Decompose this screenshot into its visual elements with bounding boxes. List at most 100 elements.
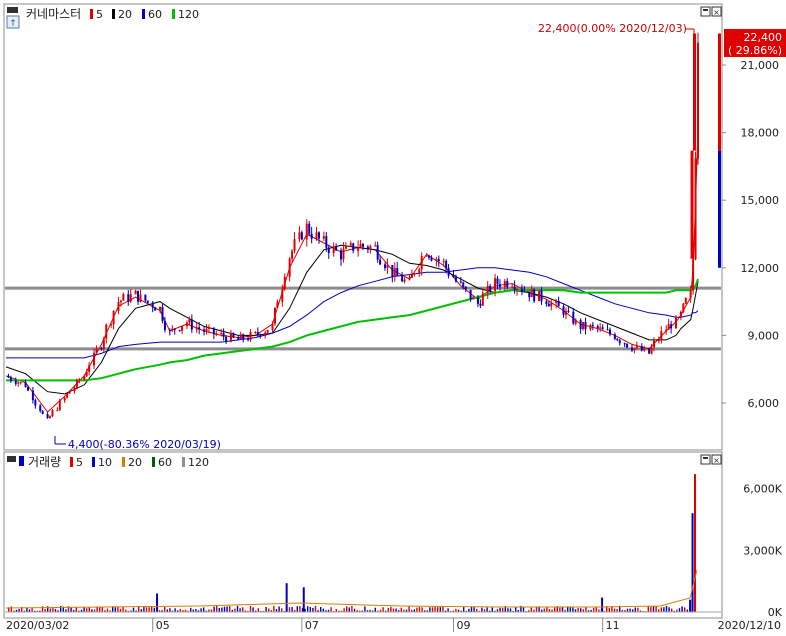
panel-menu-icon[interactable]: [7, 7, 18, 13]
price-tick-label: 21,000: [741, 59, 780, 72]
candle-body: [178, 330, 181, 332]
volume-bar: [372, 610, 374, 612]
candle-body: [591, 324, 594, 327]
volume-bar: [106, 608, 109, 612]
ma-legend-swatch: [112, 9, 115, 19]
candle-body: [7, 375, 10, 378]
volume-bar: [93, 609, 96, 612]
candle-body: [674, 316, 677, 329]
candle-body: [73, 387, 76, 392]
volume-bar: [195, 609, 197, 612]
candle-body: [31, 390, 34, 401]
candle-body: [657, 339, 660, 341]
volume-close-button[interactable]: [711, 454, 722, 465]
volume-bar: [145, 607, 148, 612]
volume-bar: [598, 609, 600, 612]
volume-maximize-button[interactable]: [700, 454, 711, 465]
candle-body: [513, 286, 516, 290]
x-month-label: 07: [305, 619, 319, 632]
volume-spike: [689, 599, 692, 612]
volume-bar: [439, 607, 441, 612]
candle-body: [452, 275, 455, 278]
volume-bar: [184, 609, 187, 612]
candle-body: [281, 289, 284, 302]
candle-body: [357, 247, 360, 251]
vol-ma-legend-label: 120: [188, 456, 209, 469]
volume-bar: [67, 606, 70, 612]
volume-bar: [312, 607, 314, 612]
volume-bar: [247, 610, 249, 612]
candle-body: [447, 268, 450, 276]
volume-bar: [52, 608, 54, 612]
volume-maximize-inner: [703, 457, 708, 459]
volume-legend-swatch: [19, 456, 24, 466]
volume-bar: [140, 609, 142, 612]
candle-body: [273, 307, 276, 324]
volume-bar: [343, 608, 345, 612]
candle-body: [247, 339, 250, 341]
volume-bar: [294, 609, 296, 612]
volume-bar: [83, 607, 85, 612]
candle-body: [616, 338, 619, 341]
volume-bar: [130, 610, 132, 612]
candle-body: [322, 236, 325, 239]
candle-body: [119, 300, 122, 303]
volume-bar: [538, 606, 540, 612]
volume-bar: [226, 606, 228, 612]
ma-legend-label: 60: [148, 8, 162, 21]
volume-bar: [239, 608, 241, 612]
volume-bar: [496, 608, 499, 612]
candle-body: [34, 400, 37, 406]
volume-menu-icon[interactable]: [7, 456, 16, 462]
candle-body: [335, 246, 338, 251]
x-month-label: 09: [456, 619, 470, 632]
candle-body: [39, 405, 42, 411]
volume-bar: [190, 607, 192, 612]
candle-body: [692, 259, 695, 291]
volume-bar: [424, 610, 426, 612]
volume-bar: [530, 607, 532, 612]
volume-bar: [671, 608, 673, 612]
price-maximize-button[interactable]: [700, 6, 711, 17]
candle-body: [168, 330, 171, 332]
vol-ma-legend-swatch: [92, 457, 95, 467]
volume-bar: [590, 609, 592, 612]
panel-settings-icon[interactable]: [6, 15, 20, 29]
candle-body: [489, 285, 492, 292]
volume-bar: [104, 610, 106, 612]
x-start-label: 2020/03/02: [6, 619, 69, 632]
volume-bar: [626, 608, 629, 612]
volume-panel-frame: [3, 451, 723, 619]
volume-bar: [585, 607, 587, 612]
volume-bar: [36, 610, 38, 612]
volume-bar: [314, 605, 317, 612]
volume-bar: [200, 608, 202, 612]
volume-bar: [507, 608, 509, 612]
candle-body: [137, 290, 140, 302]
candle-body: [129, 294, 132, 302]
candle-body: [650, 347, 653, 354]
volume-bar: [655, 605, 657, 612]
volume-bar: [647, 606, 649, 612]
volume-bar: [528, 610, 530, 612]
volume-bar: [509, 608, 512, 612]
volume-bar: [234, 608, 236, 612]
candle-body: [530, 289, 533, 298]
volume-bar: [197, 610, 200, 612]
candle-body: [562, 306, 565, 315]
price-tick-label: 9,000: [748, 329, 780, 342]
candle-body: [481, 293, 484, 306]
candle-body: [555, 300, 558, 304]
price-close-button[interactable]: [711, 6, 722, 17]
volume-bar: [416, 607, 418, 612]
candle-body: [601, 327, 604, 330]
candle-body: [425, 255, 428, 257]
volume-bar: [403, 609, 405, 612]
volume-bar: [91, 609, 93, 612]
volume-bar: [65, 609, 67, 612]
volume-bar: [255, 610, 257, 612]
candle-body: [413, 273, 416, 275]
volume-bar: [161, 610, 163, 612]
vol-ma-legend-swatch: [122, 457, 125, 467]
volume-bar: [210, 609, 213, 612]
